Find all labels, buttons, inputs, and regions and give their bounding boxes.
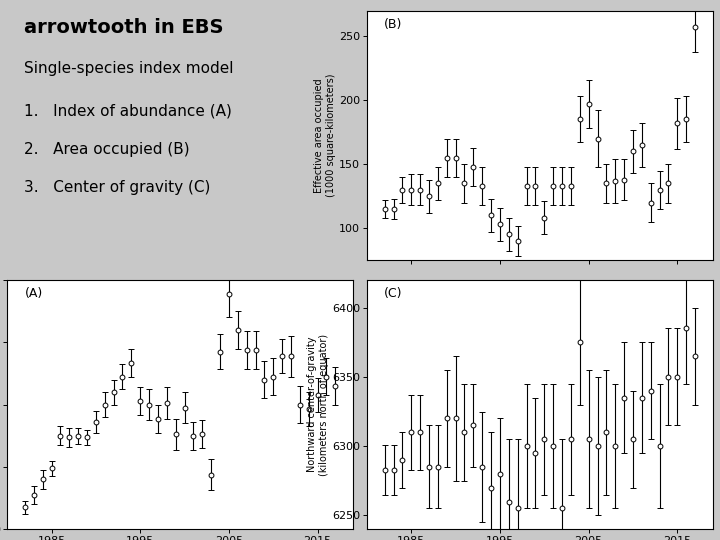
Text: 2.   Area occupied (B): 2. Area occupied (B) bbox=[24, 141, 190, 157]
Y-axis label: Northward center-of-gravity
(kilometers north of equator): Northward center-of-gravity (kilometers … bbox=[307, 334, 329, 476]
Text: arrowtooth in EBS: arrowtooth in EBS bbox=[24, 18, 224, 37]
Text: 3.   Center of gravity (C): 3. Center of gravity (C) bbox=[24, 180, 211, 195]
Text: 1.   Index of abundance (A): 1. Index of abundance (A) bbox=[24, 103, 233, 118]
Y-axis label: Effective area occupied
(1000 square-kilometers): Effective area occupied (1000 square-kil… bbox=[315, 73, 336, 197]
Text: (C): (C) bbox=[384, 287, 402, 300]
Text: (B): (B) bbox=[384, 18, 402, 31]
Text: (A): (A) bbox=[24, 287, 42, 300]
Text: Single-species index model: Single-species index model bbox=[24, 60, 234, 76]
